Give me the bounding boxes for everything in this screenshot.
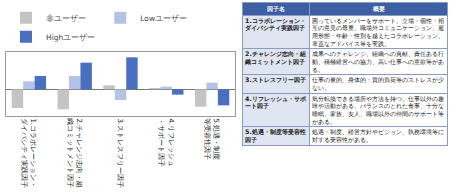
html-text:困っているメンバーをサポート、立場・個性・相互の意見の尊重、: 困っているメンバーをサポート、立場・個性・相互の意見の尊重、職場外コミュニケーシ…	[312, 16, 444, 47]
html-text:1.コラボレーション・ダイバシティ実践因子: 1.コラボレーション・ダイバシティ実践因子	[245, 16, 306, 32]
svg-text:1.コラボレーション・ダイバシティ実践因子: 1.コラボレーション・ダイバシティ実践因子	[20, 118, 37, 188]
svg-text:Highユーザー: Highユーザー	[46, 33, 95, 42]
html-text:4.リフレッシュ・サポート因子: 4.リフレッシュ・サポート因子	[245, 94, 306, 110]
html-text:2.チャレンジ志向・組織コミットメント因子: 2.チャレンジ志向・組織コミットメント因子	[245, 50, 306, 65]
html-text:仕事の量的、身体的・質的負荷等のストレスが少ない。: 仕事の量的、身体的・質的負荷等のストレスが少ない。	[312, 76, 444, 91]
svg-text:3.ストレスフリー因子: 3.ストレスフリー因子	[116, 118, 124, 188]
svg-text:2.チャレンジ志向・組織コミットメント因子: 2.チャレンジ志向・組織コミットメント因子	[66, 117, 83, 188]
html-text:5.処遇・制度等受容性因子: 5.処遇・制度等受容性因子	[245, 128, 306, 144]
html-text:3.ストレスフリー因子: 3.ストレスフリー因子	[245, 76, 306, 84]
svg-text:5.処遇・制度等受容性因子: 5.処遇・制度等受容性因子	[203, 118, 220, 160]
html-text:因子名: 因子名	[267, 5, 285, 12]
html-text:成果へのチャレンジ、組織への貢献、責任ある行動、積極経営への: 成果へのチャレンジ、組織への貢献、責任ある行動、積極経営への協力、高い仕事への意…	[312, 50, 444, 73]
svg-text:Lowユーザー: Lowユーザー	[140, 14, 187, 23]
html-text:気分転換できる場所や方法を持つ、仕事以外の趣味や活動がある、: 気分転換できる場所や方法を持つ、仕事以外の趣味や活動がある、バランスのとれた食事…	[312, 94, 444, 125]
html-text:処遇・制度、経営方針やビジョン、執務環境等に対する受容性があ: 処遇・制度、経営方針やビジョン、執務環境等に対する受容性がある。	[312, 128, 444, 144]
svg-text:4.リフレッシュ・サポート因子: 4.リフレッシュ・サポート因子	[157, 118, 174, 167]
svg-text:非ユーザー: 非ユーザー	[46, 14, 86, 23]
html-text:概要: 概要	[372, 5, 385, 12]
